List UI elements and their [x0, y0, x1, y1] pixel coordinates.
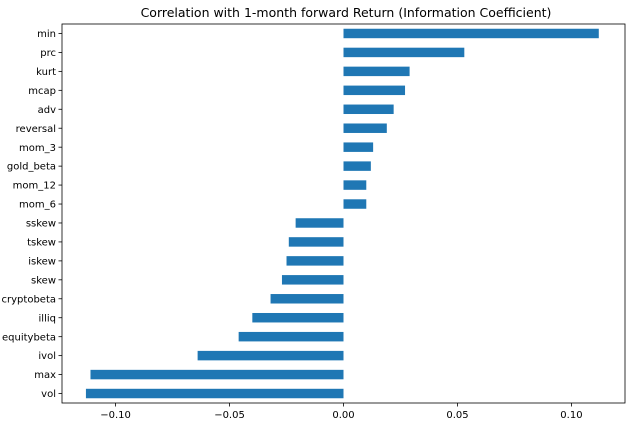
y-tick-label: tskew: [27, 238, 56, 249]
chart-title: Correlation with 1-month forward Return …: [141, 5, 552, 20]
bar-min: [343, 28, 599, 39]
bar-vol: [85, 388, 344, 399]
x-tick-label: 0.00: [332, 410, 354, 421]
axes-layer: min prc kurt mcap adv reversal mom_3 gold_betam…: [2, 23, 626, 421]
y-tick-label: mom_6: [19, 200, 56, 211]
x-tick-label: −0.05: [214, 410, 245, 421]
y-tick-label: kurt: [36, 67, 56, 78]
y-tick-label: max: [34, 370, 56, 381]
y-tick-label: min: [37, 29, 56, 40]
bar-adv: [343, 104, 394, 115]
y-tick-label: mom_12: [13, 181, 56, 192]
bar-illiq: [252, 312, 344, 323]
y-tick-label: adv: [38, 105, 56, 116]
bar-reversal: [343, 123, 387, 133]
bar-ivol: [197, 350, 344, 361]
bar-cryptobeta: [270, 294, 344, 304]
plot-frame: [61, 23, 626, 404]
y-tick-label: mcap: [28, 86, 56, 97]
bar-sskew: [295, 218, 344, 228]
bar-tskew: [288, 237, 344, 247]
bar-skew: [281, 275, 344, 285]
x-tick-label: 0.10: [560, 410, 582, 421]
bar-iskew: [286, 256, 344, 266]
y-tick-label: illiq: [39, 313, 56, 324]
bar-mom_12: [343, 180, 367, 190]
bar-mcap: [343, 85, 406, 96]
y-tick-label: skew: [31, 275, 56, 286]
bars-layer: [85, 28, 599, 399]
x-tick-label: 0.05: [446, 410, 468, 421]
bar-mom_3: [343, 142, 374, 152]
y-tick-label: cryptobeta: [2, 294, 56, 305]
y-tick-label: ivol: [38, 351, 56, 362]
y-tick-label: mom_3: [19, 143, 56, 154]
bar-equitybeta: [238, 331, 344, 342]
y-tick-label: sskew: [26, 219, 56, 230]
y-tick-label: prc: [40, 48, 56, 59]
bar-prc: [343, 47, 465, 58]
y-tick-label: vol: [41, 389, 56, 400]
bar-gold_beta: [343, 161, 371, 171]
y-tick-label: iskew: [28, 256, 56, 267]
bar-mom_6: [343, 199, 367, 209]
y-tick-label: gold_beta: [7, 162, 56, 173]
bar-max: [90, 369, 344, 380]
x-tick-label: −0.10: [100, 410, 131, 421]
y-tick-label: equitybeta: [2, 332, 56, 343]
bar-kurt: [343, 66, 410, 77]
y-tick-label: reversal: [16, 124, 56, 135]
